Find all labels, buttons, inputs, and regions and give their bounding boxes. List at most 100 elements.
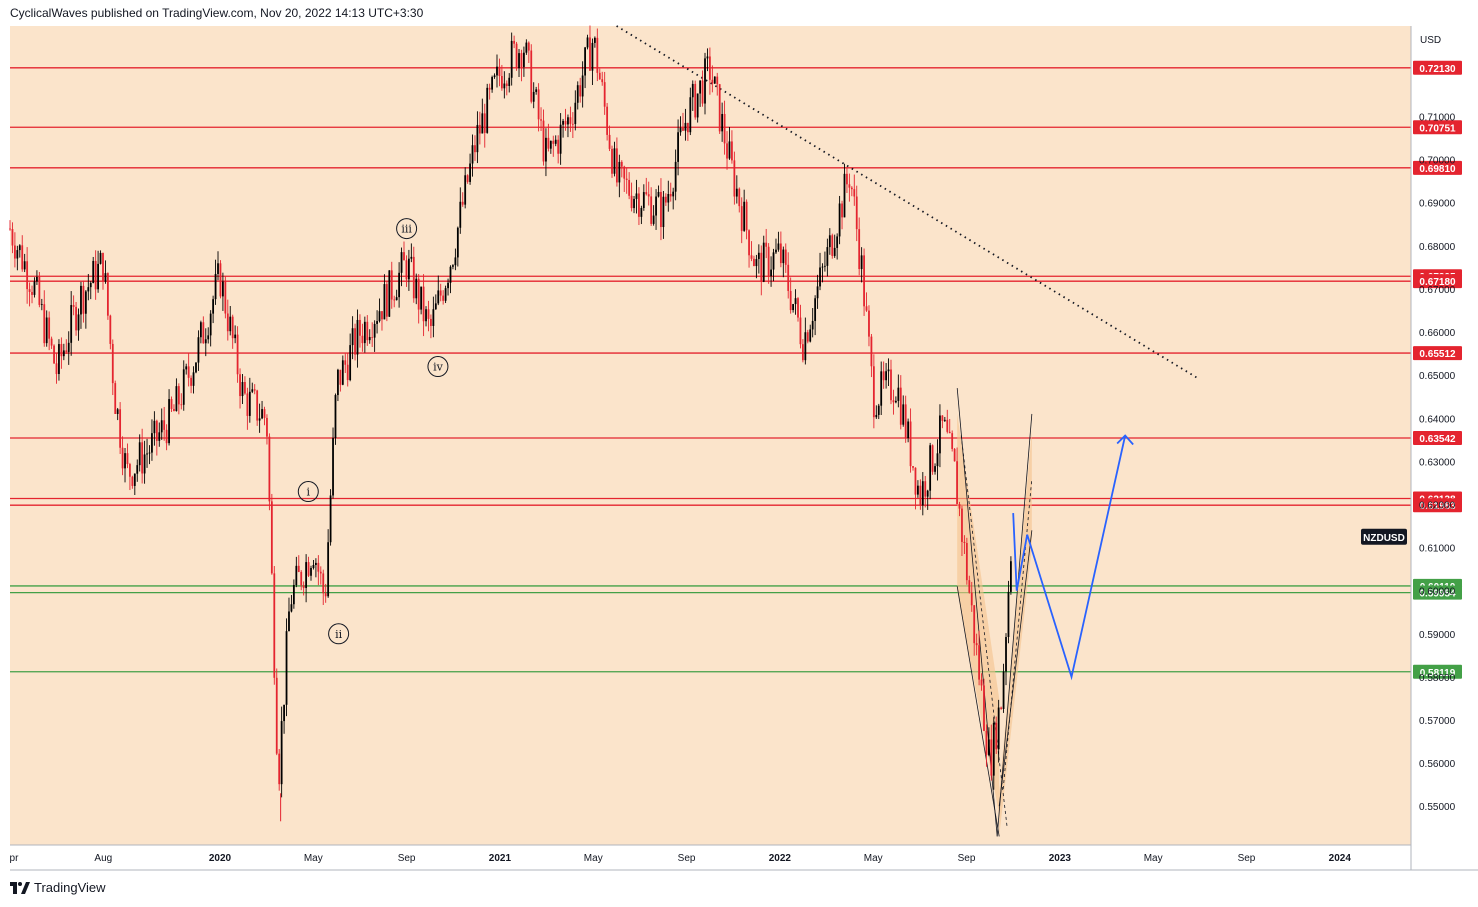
- candle-body: [601, 79, 604, 83]
- candle-body: [515, 43, 518, 69]
- candle-body: [618, 161, 621, 183]
- candle-body: [943, 419, 946, 421]
- x-tick-label: 2023: [1049, 853, 1072, 864]
- candle-body: [782, 249, 785, 264]
- candle-body: [45, 317, 48, 344]
- candle-body: [523, 52, 525, 67]
- candle-body: [718, 84, 721, 132]
- candle-body: [493, 75, 496, 78]
- x-tick-label: 2024: [1329, 853, 1352, 864]
- candle-body: [691, 83, 694, 98]
- tradingview-logo-icon[interactable]: [10, 881, 30, 894]
- candle-body: [826, 247, 829, 266]
- candle-body: [872, 366, 875, 418]
- candle-body: [574, 102, 577, 125]
- candle-body: [980, 679, 983, 686]
- candle-body: [87, 287, 90, 292]
- falling-wedge-shade: [957, 413, 1000, 815]
- channel-line: [996, 413, 1033, 837]
- candle-body: [204, 339, 207, 344]
- x-tick-label: May: [864, 853, 883, 864]
- candle-body: [657, 191, 660, 197]
- candle-body: [307, 562, 310, 576]
- candle-body: [214, 273, 217, 300]
- y-tick-label: 0.58000: [1419, 673, 1456, 684]
- candle-body: [420, 286, 423, 310]
- candle-body: [963, 541, 966, 544]
- y-tick-label: 0.55000: [1419, 802, 1456, 813]
- candle-body: [914, 467, 917, 495]
- candle-body: [995, 722, 998, 750]
- candle-body: [422, 286, 425, 322]
- candle-body: [784, 249, 787, 265]
- y-tick-label: 0.71000: [1419, 113, 1456, 124]
- candle-body: [559, 124, 562, 154]
- candle-body: [55, 363, 58, 375]
- candle-body: [728, 141, 731, 159]
- candle-body: [584, 47, 586, 76]
- candle-body: [18, 245, 21, 251]
- candle-body: [865, 306, 868, 311]
- plot-area[interactable]: [10, 26, 1411, 845]
- candle-body: [743, 201, 746, 231]
- wave-label: iv: [433, 361, 444, 374]
- support-level-label: 0.59954: [1419, 589, 1456, 600]
- candle-body: [354, 328, 356, 355]
- candle-body: [975, 643, 978, 646]
- candle-body: [909, 421, 912, 467]
- candles: [9, 25, 1012, 822]
- candle-body: [496, 66, 498, 76]
- candle-body: [285, 631, 288, 705]
- candle-body: [965, 543, 968, 581]
- candle-body: [136, 465, 139, 474]
- candle-body: [33, 281, 36, 295]
- candle-body: [699, 80, 702, 94]
- candle-body: [104, 273, 107, 282]
- candle-body: [77, 314, 80, 331]
- candle-body: [317, 562, 320, 572]
- candle-body: [978, 645, 980, 680]
- author-name[interactable]: CyclicalWaves: [10, 6, 88, 20]
- candle-body: [302, 585, 305, 589]
- candle-body: [275, 677, 278, 754]
- candle-body: [660, 191, 662, 228]
- candle-body: [733, 160, 736, 197]
- candle-body: [50, 338, 53, 346]
- candle-body: [792, 304, 795, 311]
- brand-name[interactable]: TradingView: [34, 880, 106, 895]
- resistance-level-badge: [1413, 346, 1462, 361]
- candle-body: [843, 173, 846, 218]
- wave-label: iii: [401, 223, 412, 236]
- candle-body: [315, 562, 317, 565]
- candle-body: [530, 50, 533, 102]
- x-tick-label: 2021: [489, 853, 512, 864]
- candle-body: [244, 382, 246, 394]
- candle-body: [777, 243, 780, 250]
- candle-body: [956, 461, 958, 505]
- candle-body: [329, 495, 332, 543]
- candle-body: [586, 37, 589, 48]
- candle-body: [148, 452, 151, 454]
- candle-body: [498, 66, 501, 77]
- candle-body: [283, 704, 285, 722]
- x-tick-label: 2020: [209, 853, 232, 864]
- candle-body: [868, 310, 870, 337]
- resistance-level-badge: [1413, 498, 1462, 513]
- candle-body: [806, 332, 809, 342]
- candle-body: [346, 364, 349, 381]
- candle-body: [349, 345, 352, 381]
- candle-body: [199, 322, 202, 338]
- candle-body: [300, 571, 303, 586]
- candle-body: [102, 252, 104, 282]
- candle-body: [173, 408, 175, 412]
- y-tick-label: 0.63000: [1419, 457, 1456, 468]
- candle-body: [447, 282, 449, 289]
- candle-body: [251, 389, 254, 392]
- candle-body: [591, 42, 594, 71]
- candle-body: [877, 405, 880, 415]
- candle-body: [486, 87, 489, 133]
- candle-body: [745, 201, 748, 231]
- candle-body: [256, 390, 259, 421]
- candle-body: [767, 246, 770, 277]
